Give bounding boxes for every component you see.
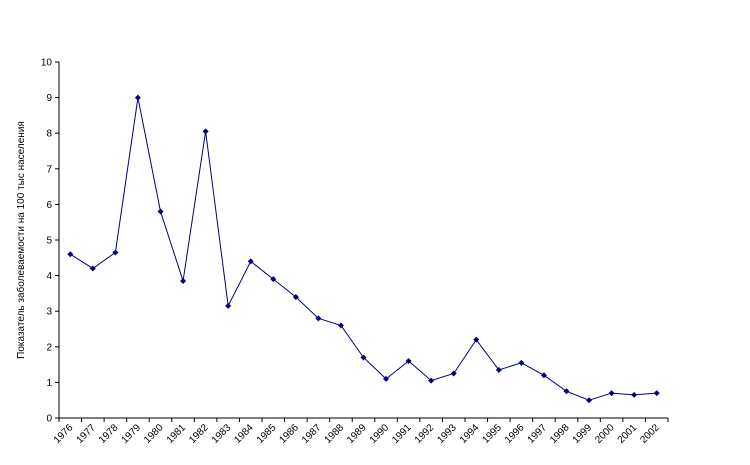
data-point — [563, 388, 570, 395]
x-tick-label: 1986 — [277, 422, 301, 446]
x-tick-label: 1979 — [120, 422, 144, 446]
plot-area: 0 1 2 3 4 5 6 7 8 9 10 1976 1977 1978 1979 1980 1981 1982… — [41, 58, 669, 446]
data-point — [631, 391, 638, 398]
x-tick-label: 1994 — [458, 422, 482, 446]
x-tick-label: 1995 — [480, 422, 504, 446]
data-point — [112, 249, 119, 256]
x-tick-label: 1990 — [368, 422, 392, 446]
x-tick-label: 1997 — [526, 422, 550, 446]
x-tick-label: 1981 — [165, 422, 189, 446]
x-tick-label: 1998 — [548, 422, 572, 446]
x-tick-label: 1980 — [142, 422, 166, 446]
x-tick-label: 1987 — [300, 422, 324, 446]
y-tick-label: 6 — [46, 200, 52, 211]
data-point — [608, 390, 615, 397]
x-tick-label: 1978 — [97, 422, 121, 446]
y-tick-label: 2 — [46, 342, 52, 353]
x-tick-label: 1992 — [413, 422, 437, 446]
data-point — [180, 277, 187, 284]
x-tick-label: 1993 — [435, 422, 459, 446]
y-tick-label: 4 — [46, 271, 52, 282]
y-tick-label: 7 — [46, 164, 52, 175]
data-point — [383, 375, 390, 382]
x-tick-label: 1976 — [52, 422, 76, 446]
data-point — [292, 293, 299, 300]
y-tick-label: 3 — [46, 307, 52, 318]
x-tick-label: 1999 — [571, 422, 595, 446]
data-point — [89, 265, 96, 272]
data-point — [428, 377, 435, 384]
data-point — [67, 251, 74, 258]
x-tick-label: 1989 — [345, 422, 369, 446]
x-tick-label: 1983 — [210, 422, 234, 446]
data-point — [540, 372, 547, 379]
data-point — [360, 354, 367, 361]
x-tick-label: 2000 — [593, 422, 617, 446]
y-tick-label: 5 — [46, 236, 52, 247]
x-tick-label: 2001 — [616, 422, 640, 446]
x-tick-label: 1988 — [323, 422, 347, 446]
y-tick-label: 8 — [46, 129, 52, 140]
data-point — [450, 370, 457, 377]
data-point — [473, 336, 480, 343]
data-point — [270, 276, 277, 283]
x-tick-label: 1984 — [232, 422, 256, 446]
y-tick-label: 0 — [46, 414, 52, 425]
data-point — [495, 366, 502, 373]
y-tick-label: 9 — [46, 93, 52, 104]
data-point — [405, 358, 412, 365]
y-tick-label: 10 — [41, 58, 53, 69]
data-point — [247, 258, 254, 265]
data-point — [225, 302, 232, 309]
data-point — [315, 315, 322, 322]
data-point — [337, 322, 344, 329]
data-point — [202, 128, 209, 135]
x-tick-label: 1985 — [255, 422, 279, 446]
data-point — [653, 390, 660, 397]
y-tick-label: 1 — [46, 378, 52, 389]
x-tick-label: 1982 — [187, 422, 211, 446]
x-tick-label: 1991 — [390, 422, 414, 446]
data-point — [134, 94, 141, 101]
x-tick-label: 1977 — [74, 422, 98, 446]
data-point — [518, 359, 525, 366]
x-tick-label: 2002 — [638, 422, 662, 446]
data-point — [157, 208, 164, 215]
y-axis-title: Показатель заболеваемости на 100 тыс нас… — [15, 121, 27, 359]
data-point — [586, 397, 593, 404]
x-tick-label: 1996 — [503, 422, 527, 446]
